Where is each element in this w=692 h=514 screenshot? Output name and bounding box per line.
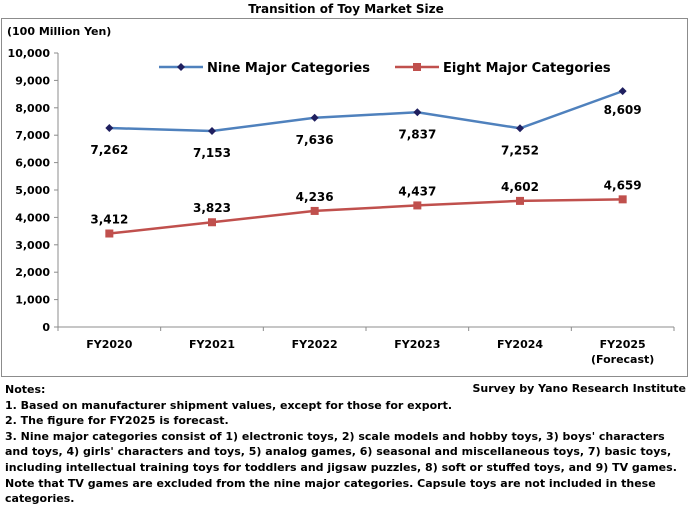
data-point (618, 87, 627, 96)
y-tick-label: 3,000 (15, 239, 50, 252)
note-3: 3. Nine major categories consist of 1) e… (5, 429, 677, 506)
data-label: 4,602 (501, 180, 539, 194)
y-tick-label: 5,000 (15, 184, 50, 197)
x-tick-label: FY2023 (394, 338, 440, 351)
x-tick-label: FY2024 (497, 338, 543, 351)
data-label: 7,636 (296, 133, 334, 147)
y-tick-label: 6,000 (15, 157, 50, 170)
data-label: 7,252 (501, 143, 539, 157)
y-tick-label: 7,000 (15, 129, 50, 142)
x-tick-sublabel: (Forecast) (591, 353, 654, 366)
series-1: 7,262 7,153 7,636 7,837 7,252 8,609 (90, 87, 642, 160)
data-label: 7,153 (193, 146, 231, 160)
data-point (208, 218, 216, 227)
data-label: 3,823 (193, 201, 231, 215)
source-credit: Survey by Yano Research Institute (472, 382, 686, 395)
legend-label: Nine Major Categories (207, 61, 370, 76)
data-point (105, 124, 114, 133)
data-point (413, 108, 422, 117)
data-label: 8,609 (604, 103, 642, 117)
notes: Notes: 1. Based on manufacturer shipment… (5, 382, 689, 507)
data-point (105, 229, 114, 238)
line-chart: (100 Million Yen) 0 1,000 2,000 3,000 4,000 5… (7, 25, 675, 366)
data-label: 4,236 (296, 190, 334, 204)
chart-frame: (100 Million Yen) 0 1,000 2,000 3,000 4,000 5… (1, 18, 688, 377)
axes (57, 53, 674, 328)
y-tick-label: 8,000 (15, 102, 50, 115)
notes-heading: Notes: (5, 383, 46, 396)
data-point (516, 196, 524, 205)
y-tick-label: 2,000 (15, 266, 50, 279)
x-tick-label: FY2020 (86, 338, 132, 351)
data-point (310, 206, 319, 215)
data-label: 7,262 (90, 143, 128, 157)
data-label: 7,837 (398, 127, 436, 141)
y-tick-label: 1,000 (15, 294, 50, 307)
data-point (208, 127, 216, 136)
data-label: 4,659 (604, 178, 642, 192)
legend-marker (413, 63, 421, 71)
y-tick-label: 0 (42, 321, 50, 334)
data-point (310, 113, 319, 122)
data-point (618, 195, 627, 204)
data-label: 3,412 (90, 213, 128, 227)
x-tick-label: FY2022 (292, 338, 338, 351)
note-2: 2. The figure for FY2025 is forecast. (5, 414, 229, 428)
series-2: 3,412 3,823 4,236 4,437 4,602 4,659 (90, 178, 642, 238)
y-axis-label: (100 Million Yen) (7, 25, 111, 38)
x-tick-label: FY2021 (189, 338, 235, 351)
series-layer: 7,262 7,153 7,636 7,837 7,252 8,609 3,412 3,823… (90, 87, 642, 238)
legend-item-1: Nine Major Categories (159, 61, 370, 76)
legend-item-2: Eight Major Categories (395, 61, 611, 76)
data-point (516, 124, 524, 133)
series-line (109, 198, 623, 235)
x-tick-label: FY2025 (600, 338, 646, 351)
y-tick-label: 10,000 (8, 47, 51, 60)
y-ticks: 0 1,000 2,000 3,000 4,000 5,000 6,000 7,000 8,00… (8, 47, 58, 334)
y-tick-label: 9,000 (15, 74, 50, 87)
y-tick-label: 4,000 (15, 211, 50, 224)
data-label: 4,437 (398, 184, 436, 198)
note-1: 1. Based on manufacturer shipment values… (5, 398, 453, 412)
series-line (109, 89, 624, 133)
x-ticks: FY2020 FY2021 FY2022 FY2023 FY2024 FY2025 (For… (57, 327, 675, 366)
legend: Nine Major Categories Eight Major Categor… (159, 61, 611, 76)
legend-marker (177, 63, 185, 71)
data-point (413, 201, 422, 210)
chart-title: Transition of Toy Market Size (248, 2, 444, 16)
legend-label: Eight Major Categories (443, 61, 611, 76)
